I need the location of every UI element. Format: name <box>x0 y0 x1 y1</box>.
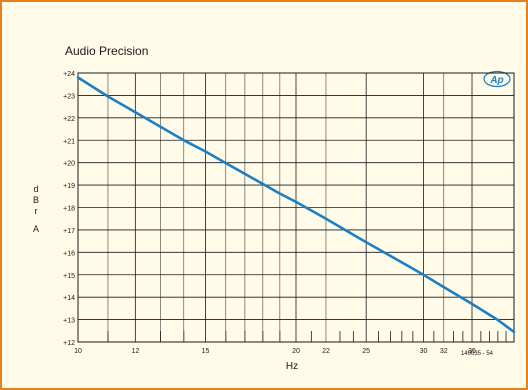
y-axis-label: d B r A <box>33 184 39 234</box>
x-tick-label: 25 <box>362 348 370 355</box>
y-tick-label: +14 <box>63 295 75 302</box>
y-tick-labels: +12 +13 +14 +15 +16 +17 +18 +19 +20 +21 +22 +23 +24 <box>63 71 75 347</box>
y-tick-label: +16 <box>63 250 75 257</box>
y-tick-label: +15 <box>63 273 75 280</box>
ap-logo-ring <box>483 70 511 88</box>
x-tick-label: 35 <box>468 348 476 355</box>
y-tick-label: +19 <box>63 183 75 190</box>
ap-logo-icon: Ap <box>483 70 511 88</box>
y-tick-label: +20 <box>63 161 75 168</box>
y-axis-label-line4: A <box>33 224 39 234</box>
y-tick-label: +23 <box>63 93 75 100</box>
x-tick-label: 22 <box>322 348 330 355</box>
chart-title: Audio Precision <box>65 44 148 58</box>
y-tick-label: +17 <box>63 228 75 235</box>
x-small-ticks <box>107 331 507 342</box>
x-axis-label: Hz <box>286 361 298 372</box>
y-axis-label-line1: d <box>33 184 38 194</box>
series-group <box>76 76 516 334</box>
grid <box>77 72 515 343</box>
y-axis-label-line2: B <box>33 195 39 205</box>
ap-logo-text: Ap <box>489 75 503 86</box>
y-tick-label: +21 <box>63 138 75 145</box>
x-tick-label: 10 <box>74 348 82 355</box>
y-tick-label: +13 <box>63 318 75 325</box>
x-tick-label: 30 <box>420 348 428 355</box>
series-line <box>76 76 516 334</box>
x-tick-label: 12 <box>131 348 139 355</box>
x-tick-labels: 10 12 15 20 22 25 30 32 35 <box>74 348 476 355</box>
y-tick-label: +24 <box>63 71 75 78</box>
x-tick-label: 20 <box>292 348 300 355</box>
y-tick-label: +12 <box>63 340 75 347</box>
y-tick-label: +18 <box>63 206 75 213</box>
x-tick-label: 15 <box>202 348 210 355</box>
figure-id: 140035 - 54 <box>461 351 494 357</box>
y-tick-label: +22 <box>63 116 75 123</box>
y-axis-label-line3: r <box>35 206 38 216</box>
plot-border <box>77 72 515 343</box>
x-tick-label: 32 <box>440 348 448 355</box>
